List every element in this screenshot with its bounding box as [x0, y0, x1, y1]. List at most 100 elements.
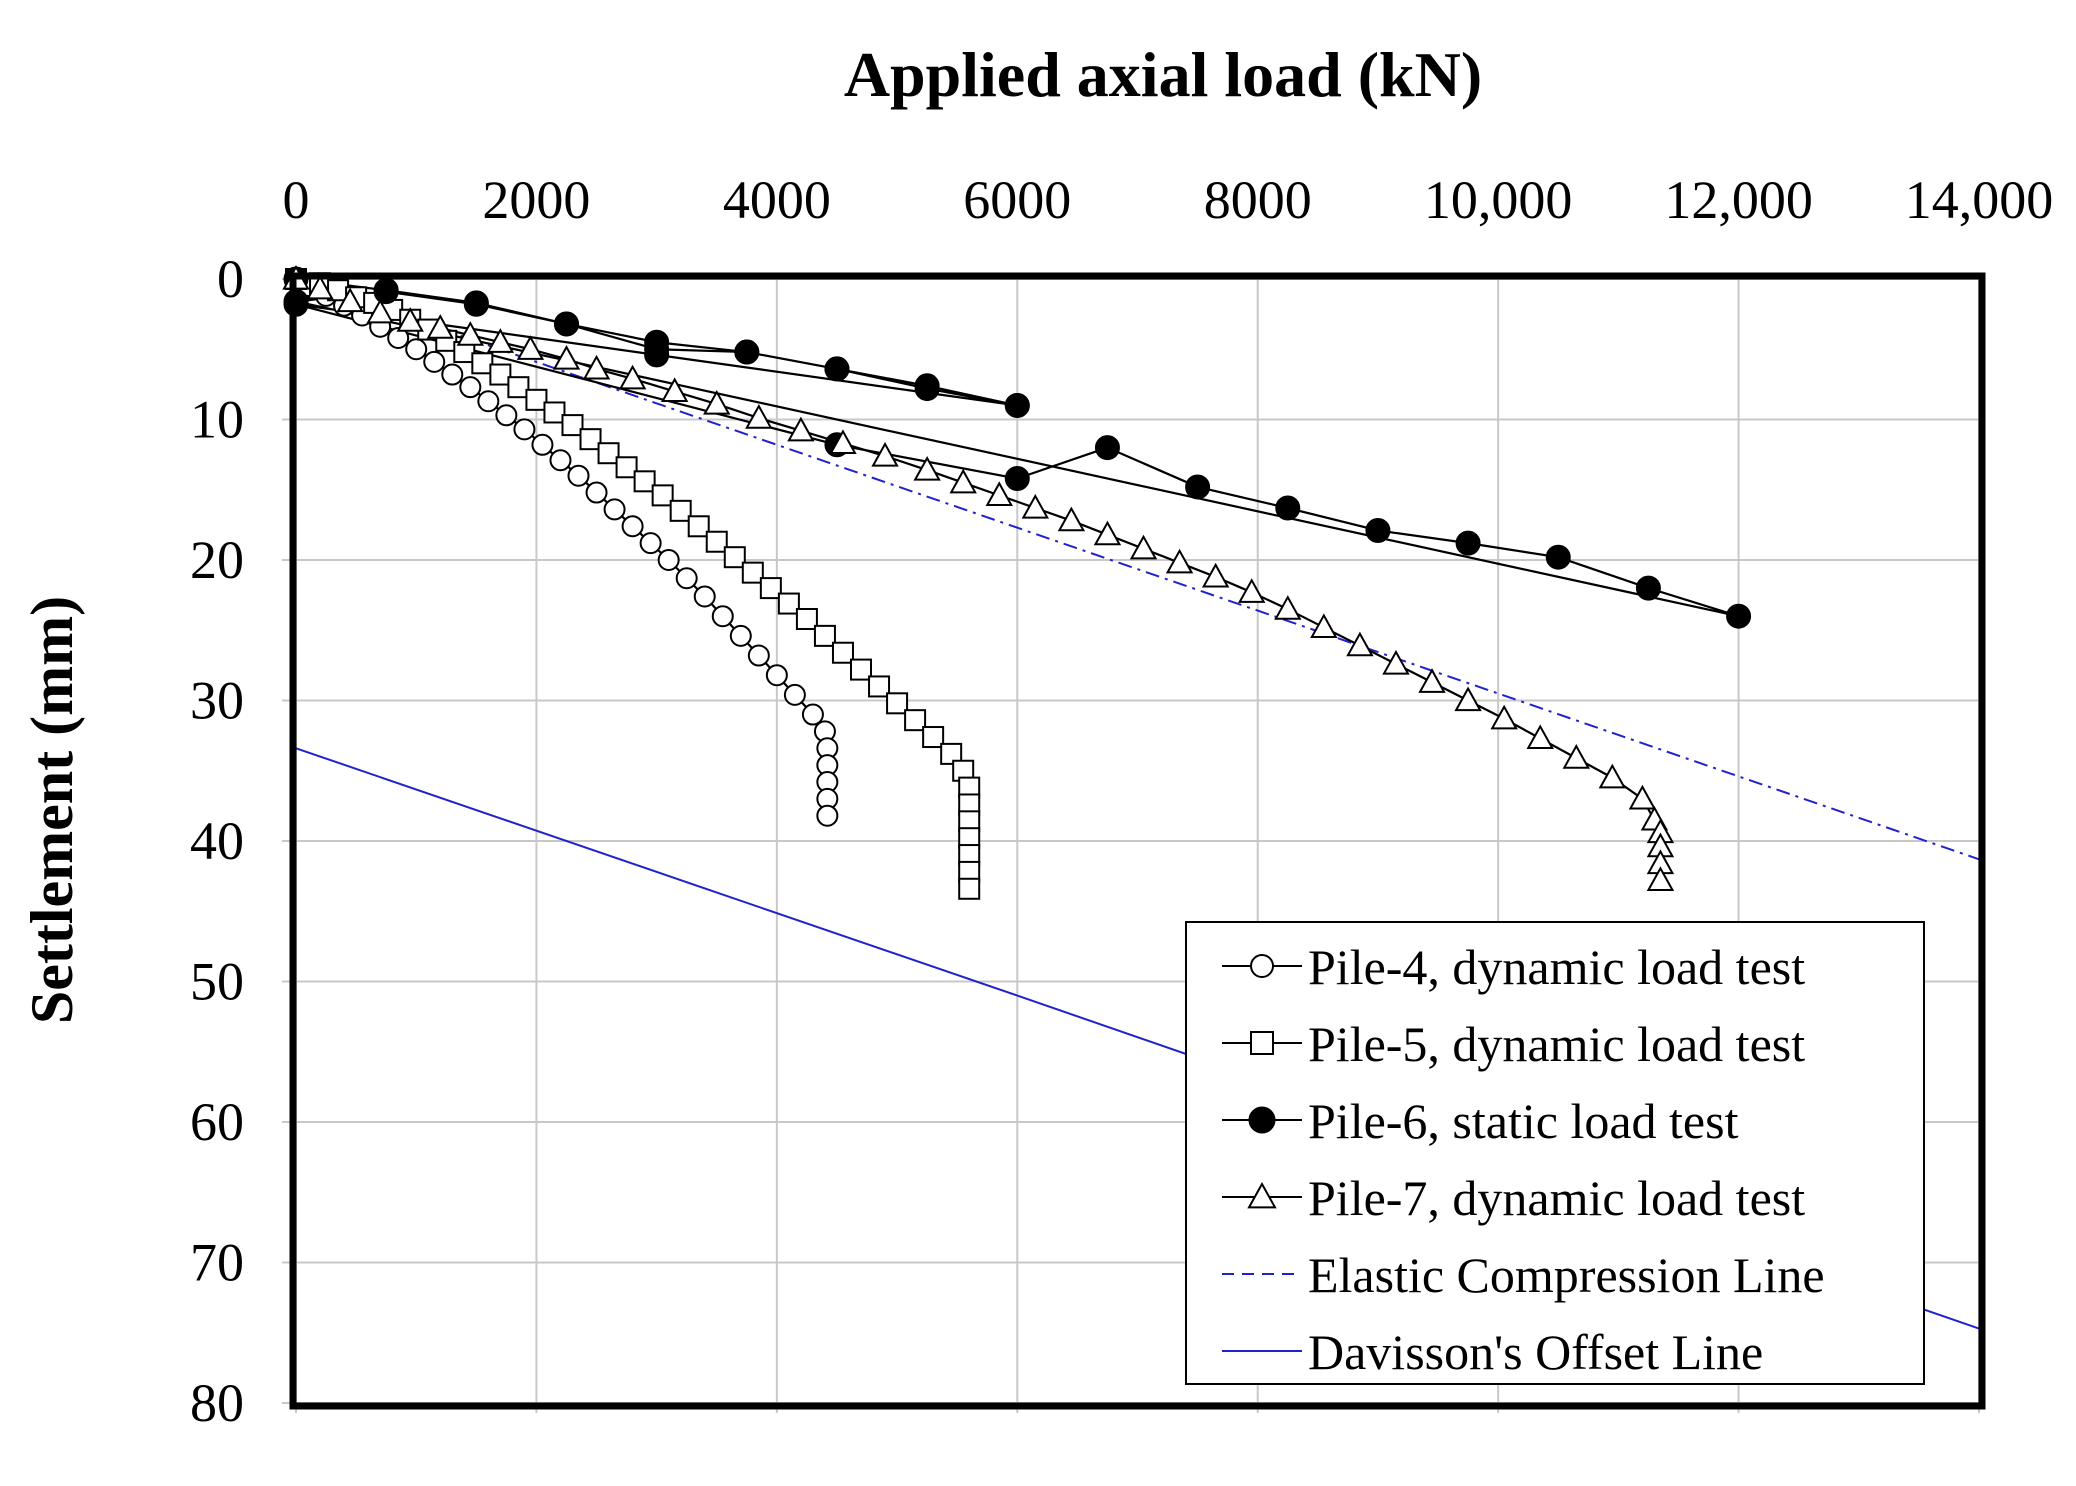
pile-4-dynamic-load-test-point	[711, 605, 734, 628]
pile-5-dynamic-load-test-point	[922, 726, 945, 749]
pile-7-dynamic-load-test-point	[1382, 649, 1410, 675]
pile-4-dynamic-load-test-point	[549, 449, 572, 472]
pile-4-dynamic-load-test-point	[441, 363, 464, 386]
x-tick-label: 4000	[723, 170, 831, 230]
pile-6-static-load-test-point	[644, 336, 670, 362]
legend: Pile-4, dynamic load test Pile-5, dynamic…	[1185, 921, 1925, 1385]
legend-pile-7-dynamic-load-test-label: Pile-7, dynamic load test	[1308, 1170, 1805, 1226]
y-tick-label: 20	[190, 530, 244, 590]
pile-4-dynamic-load-test-point	[477, 390, 500, 413]
y-tick-label: 60	[190, 1092, 244, 1152]
pile-6-static-load-test-point	[1545, 544, 1571, 570]
pile-7-dynamic-load-test-point	[1418, 668, 1446, 693]
pile-5-dynamic-load-test-point	[507, 376, 530, 399]
pile-7-dynamic-load-test-point	[306, 274, 334, 300]
pile-7-dynamic-load-test-point	[1057, 506, 1086, 532]
legend-pile-7-dynamic-load-test-marker	[1247, 1181, 1277, 1209]
pile-7-dynamic-load-test-point	[949, 468, 977, 494]
pile-7-dynamic-load-test-point	[1646, 866, 1675, 891]
pile-5-dynamic-load-test-point	[904, 709, 927, 732]
x-tick-label: 10,000	[1424, 170, 1573, 230]
pile-4-dynamic-load-test-point	[693, 585, 716, 608]
pile-7-dynamic-load-test-point	[456, 321, 485, 346]
pile-4-dynamic-load-test-point	[495, 404, 518, 427]
pile-7-dynamic-load-test-point	[745, 404, 773, 429]
pile-7-dynamic-load-test-point	[1310, 613, 1338, 639]
pile-6-static-load-test-point	[1365, 517, 1391, 543]
x-tick-labels: 0 2000 4000 6000 8000 10,000 12,000 14,000	[283, 170, 2054, 230]
pile-7-dynamic-load-test-point	[582, 354, 611, 380]
pile-7-dynamic-load-test-point	[871, 441, 899, 467]
pile-7-dynamic-load-test-point	[913, 456, 941, 481]
x-tick-label: 2000	[482, 170, 590, 230]
pile-6-static-load-test-point	[1094, 435, 1120, 461]
pile-4-dynamic-load-test-point	[765, 664, 788, 687]
pile-7-dynamic-load-test-point	[336, 287, 364, 313]
y-axis-title: Settlement (mm)	[19, 596, 85, 1024]
pile-7-dynamic-load-test-point	[1454, 686, 1482, 712]
pile-6-static-load-test-point	[1275, 495, 1301, 521]
legend-pile-6-static-load-test-marker	[1248, 1106, 1276, 1134]
pile-7-dynamic-load-test-point	[1093, 520, 1122, 546]
pile-5-dynamic-load-test-point	[831, 641, 854, 664]
pile-7-dynamic-load-test-point	[787, 416, 815, 442]
pile-7-dynamic-load-test-point	[1021, 493, 1050, 519]
pile-4-dynamic-load-test-point	[387, 327, 410, 350]
series-markers	[282, 264, 1752, 900]
pile-7-dynamic-load-test-point	[1201, 562, 1230, 588]
y-tick-label: 40	[190, 811, 244, 871]
pile-6-static-load-test-point	[373, 279, 399, 305]
pile-7-dynamic-load-test-point	[829, 429, 857, 454]
pile-6-static-load-test-point	[1635, 575, 1661, 601]
pile-7-dynamic-load-test-point	[1598, 763, 1627, 789]
pile-7-dynamic-load-test-point	[1129, 534, 1158, 560]
pile-4-dynamic-load-test-point	[657, 549, 680, 571]
pile-5-dynamic-load-test-point	[687, 515, 710, 538]
pile-4-dynamic-load-test-point	[423, 350, 446, 373]
pile-7-dynamic-load-test-point	[366, 298, 394, 324]
y-tick-label: 80	[190, 1373, 244, 1433]
legend-pile-5-dynamic-load-test-label: Pile-5, dynamic load test	[1308, 1016, 1805, 1072]
x-tick-label: 8000	[1204, 170, 1312, 230]
pile-5-dynamic-load-test-point	[615, 456, 638, 479]
pile-5-dynamic-load-test-point	[723, 546, 746, 569]
pile-4-dynamic-load-test-point	[531, 433, 554, 456]
pile-4-dynamic-load-test-point	[783, 683, 806, 706]
pile-4-dynamic-load-test-point	[513, 418, 536, 441]
pile-5-dynamic-load-test-point	[525, 388, 548, 411]
x-tick-label: 6000	[963, 170, 1071, 230]
pile-4-dynamic-load-test-point	[567, 464, 590, 487]
pile-5-dynamic-load-test-point	[633, 470, 656, 493]
pile-6-static-load-test-point	[463, 291, 489, 317]
pile-6-static-load-test-point	[553, 311, 579, 337]
pile-5-dynamic-load-test-point	[597, 442, 620, 465]
legend-pile-4-dynamic-load-test-marker	[1250, 954, 1274, 978]
x-tick-label: 0	[283, 170, 310, 230]
pile-4-dynamic-load-test-point	[675, 567, 698, 590]
pile-5-dynamic-load-test-point	[813, 624, 836, 647]
pile-7-dynamic-load-test-point	[552, 345, 581, 370]
pile-6-static-load-test-point	[1726, 603, 1752, 629]
pile-6-static-load-test-point	[1455, 530, 1481, 556]
legend-pile-6-static-load-test-label: Pile-6, static load test	[1308, 1093, 1739, 1149]
legend-elastic-compression-line-label: Elastic Compression Line	[1308, 1247, 1825, 1303]
pile-5-dynamic-load-test-point	[669, 499, 692, 522]
pile-5-dynamic-load-test-point	[705, 530, 728, 553]
pile-7-dynamic-load-test-point	[1346, 631, 1374, 657]
pile-7-dynamic-load-test-point	[486, 328, 515, 353]
pile-7-dynamic-load-test-point	[1490, 704, 1518, 730]
pile-4-dynamic-load-test-point	[585, 481, 608, 504]
pile-6-static-load-test-point	[734, 339, 760, 365]
pile-6-static-load-test-point	[1004, 466, 1030, 492]
x-tick-label: 14,000	[1905, 170, 2054, 230]
pile-7-dynamic-load-test-point	[1165, 548, 1194, 574]
pile-7-dynamic-load-test-point	[1562, 744, 1590, 769]
pile-7-dynamic-load-test-point	[703, 389, 731, 415]
x-axis-title: Applied axial load (kN)	[844, 39, 1482, 110]
pile-5-dynamic-load-test-point	[759, 577, 782, 600]
pile-5-dynamic-load-test-point	[886, 692, 909, 715]
pile-6-static-load-test-point	[1004, 392, 1030, 418]
pile-4-dynamic-load-test-point	[639, 532, 662, 555]
pile-5-dynamic-load-test-point	[543, 401, 566, 424]
